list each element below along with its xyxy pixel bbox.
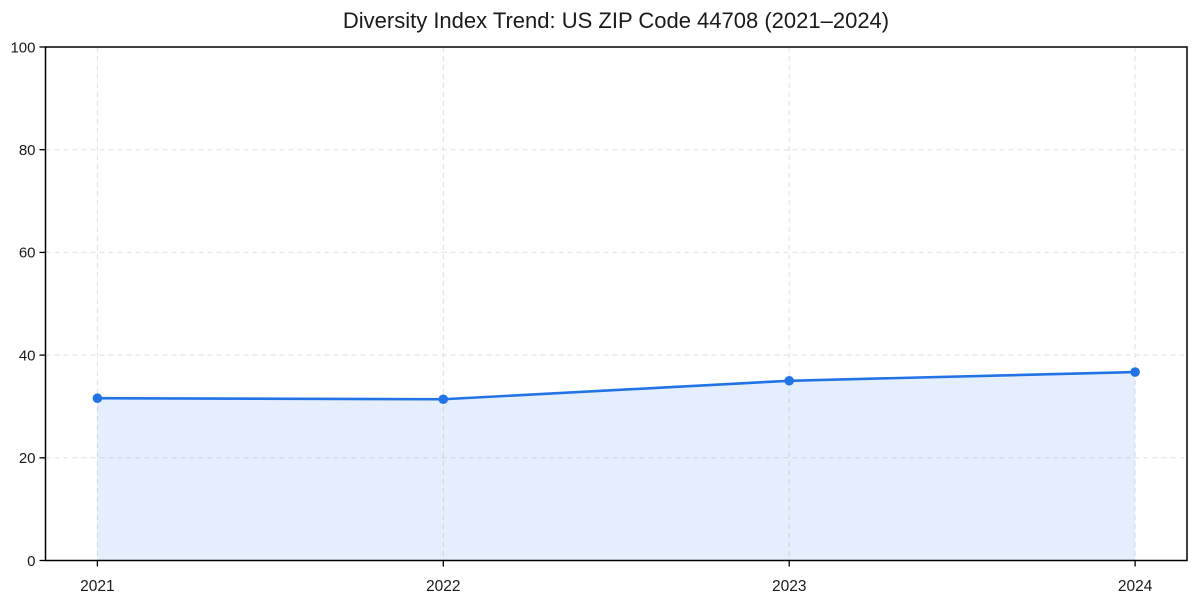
- data-point-marker: [1130, 367, 1140, 377]
- x-tick-label: 2022: [426, 578, 460, 595]
- y-tick-label: 100: [10, 39, 35, 56]
- y-tick-label: 20: [19, 450, 36, 467]
- data-point-marker: [438, 394, 449, 405]
- x-tick-label: 2023: [772, 578, 806, 595]
- area-fill: [97, 372, 1136, 561]
- chart-title: Diversity Index Trend: US ZIP Code 44708…: [342, 8, 890, 33]
- y-tick-label: 60: [19, 245, 36, 262]
- y-tick-label: 0: [27, 553, 35, 570]
- y-tick-label: 40: [19, 347, 36, 364]
- data-point-marker: [92, 393, 103, 404]
- y-tick-label: 80: [19, 142, 36, 159]
- data-point-marker: [784, 375, 795, 386]
- plot-border: [44, 46, 1188, 562]
- x-tick-label: 2024: [1118, 578, 1153, 595]
- x-tick-label: 2021: [80, 578, 114, 595]
- trend-line: [96, 370, 1137, 401]
